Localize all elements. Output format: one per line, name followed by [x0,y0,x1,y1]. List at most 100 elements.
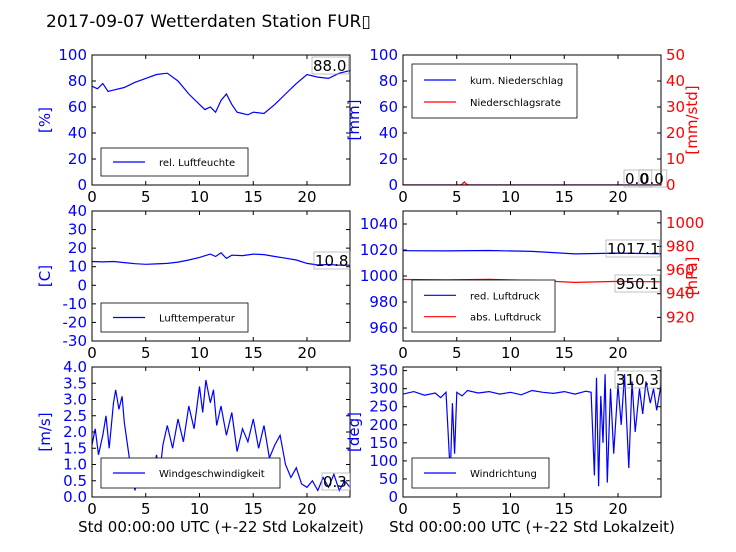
annotation-box [605,239,660,258]
y-tick-label: 40 [68,124,87,142]
value-annotation: 950.1 [616,275,659,293]
y-right-tick-label: 30 [666,98,685,116]
y-right-tick-label: 980 [666,237,695,255]
x-tick-label: 0 [87,500,97,518]
y-tick-label: 200 [369,416,398,434]
series-line-4-0 [92,379,350,492]
legend-box-3 [411,279,556,333]
value-annotation: 0.3 [323,473,347,491]
y-tick-label: 0.5 [63,472,87,490]
series-line-2-0 [92,252,350,266]
x-tick-label: 10 [190,188,209,206]
y-axis-label: [%] [36,107,54,133]
x-tick-label: 0 [87,188,97,206]
y-tick-label: 350 [369,362,398,380]
y-tick-label: 100 [369,452,398,470]
series-line-1-1 [403,181,661,185]
x-tick-label: 0 [398,188,408,206]
annotation-box [321,472,351,491]
y-right-tick-label: 1000 [666,214,704,232]
plot-frame-0 [91,54,351,186]
plot-frame-1 [402,54,662,186]
x-tick-label: 0 [398,500,408,518]
figure-title: 2017-09-07 Wetterdaten Station FUR▯ [46,12,371,32]
y-right-tick-label: 10 [666,150,685,168]
value-annotation: 0.0 [625,170,649,188]
x-tick-label: 0 [398,344,408,362]
y-tick-label: 0 [77,176,87,194]
annotation-box [638,169,668,188]
x-tick-label: 10 [190,344,209,362]
x-tick-label: 5 [452,500,462,518]
series-line-0-0 [92,70,350,116]
y-tick-label: 4.0 [63,358,87,376]
y-tick-label: 0.0 [63,488,87,506]
y-axis-label: [m/s] [36,412,54,451]
y-tick-label: 10 [68,258,87,276]
x-tick-label: 10 [501,500,520,518]
y-tick-label: 1020 [360,241,398,259]
series-line-5-0 [403,374,661,487]
y-tick-label: 40 [379,124,398,142]
y-tick-label: -20 [63,313,88,331]
legend-label: Niederschlagsrate [470,98,561,109]
annotation-box [623,169,653,188]
y-right-tick-label: 0 [666,176,676,194]
legend-label: red. Luftdruck [470,291,540,302]
y-tick-label: 1040 [360,215,398,233]
y-axis-label: [deg] [345,412,363,452]
y-tick-label: -10 [63,295,88,313]
x-tick-label: 20 [608,344,627,362]
legend-label: abs. Luftdruck [470,313,541,324]
x-tick-label: 10 [501,188,520,206]
plot-frame-2 [91,210,351,342]
plot-frame-5 [402,366,662,498]
y-tick-label: 0 [77,276,87,294]
annotation-box [614,274,661,293]
y-tick-label: 3.0 [63,391,87,409]
y-tick-label: 60 [379,98,398,116]
x-tick-label: 20 [297,344,316,362]
y-tick-label: 1.0 [63,456,87,474]
y-tick-label: 60 [68,98,87,116]
x-tick-label: 15 [555,500,574,518]
legend-label: Windrichtung [470,469,537,480]
y-right-tick-label: 920 [666,308,695,326]
y-axis-label: [C] [36,265,54,287]
y-tick-label: 3.5 [63,374,87,392]
x-axis-label: Std 00:00:00 UTC (+-22 Std Lokalzeit) [78,518,364,536]
annotation-box [313,251,351,270]
legend-box-1 [411,63,578,119]
y-tick-label: -30 [63,332,88,350]
annotation-box [311,56,349,75]
y-tick-label: 0 [388,176,398,194]
legend-label: kum. Niederschlag [470,76,563,87]
x-tick-label: 20 [608,188,627,206]
x-tick-label: 10 [190,500,209,518]
y-tick-label: 100 [58,46,87,64]
x-tick-label: 20 [297,188,316,206]
x-tick-label: 15 [555,188,574,206]
y-axis-label: [mm] [345,100,363,141]
x-axis-label: Std 00:00:00 UTC (+-22 Std Lokalzeit) [389,518,675,536]
x-tick-label: 5 [141,188,151,206]
value-annotation: 10.8 [315,252,348,270]
x-tick-label: 15 [555,344,574,362]
y-tick-label: 1.5 [63,439,87,457]
y-tick-label: 150 [369,434,398,452]
y-tick-label: 100 [369,46,398,64]
y-right-tick-label: 960 [666,261,695,279]
y-axis-label-right: [hPa] [683,257,701,296]
value-annotation: 310.3 [616,371,659,389]
y-right-tick-label: 20 [666,124,685,142]
x-tick-label: 15 [244,500,263,518]
y-tick-label: 0 [388,488,398,506]
y-axis-label-right: [mm/std] [683,85,701,154]
value-annotation: 1017.1 [607,240,660,258]
y-tick-label: 30 [68,221,87,239]
y-tick-label: 40 [68,202,87,220]
legend-label: Windgeschwindigkeit [159,469,265,480]
x-tick-label: 15 [244,344,263,362]
y-tick-label: 20 [68,239,87,257]
